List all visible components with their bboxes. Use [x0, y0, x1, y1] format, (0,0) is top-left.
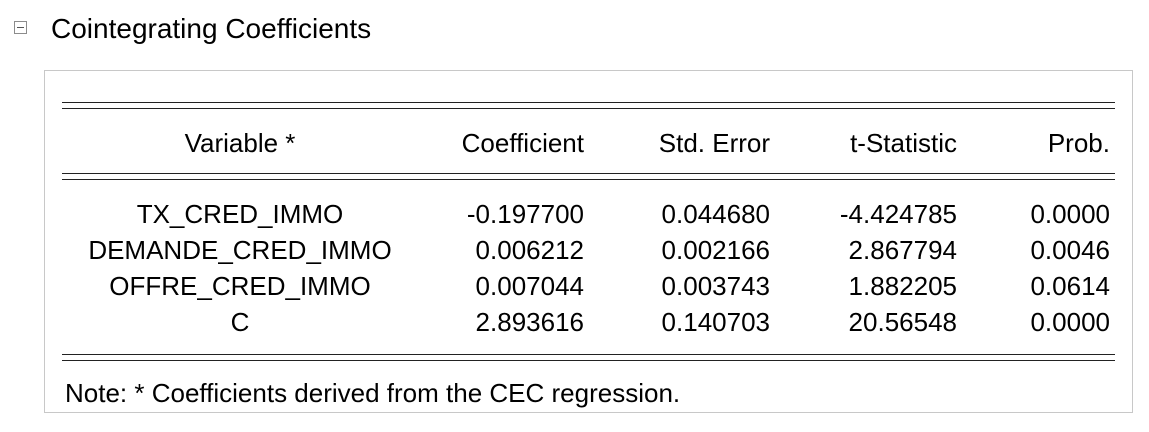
table-bottom-rule	[62, 354, 1115, 355]
cell-prob: 0.0614	[1030, 271, 1110, 301]
header-t-statistic: t-Statistic	[850, 128, 957, 158]
cell-variable: C	[230, 307, 250, 337]
cell-t-statistic: 20.56548	[848, 307, 957, 337]
cell-coefficient: -0.197700	[466, 199, 584, 229]
section-title: Cointegrating Coefficients	[51, 13, 372, 44]
cell-variable: OFFRE_CRED_IMMO	[109, 271, 371, 301]
cell-variable: TX_CRED_IMMO	[136, 199, 344, 229]
cell-variable: DEMANDE_CRED_IMMO	[88, 235, 392, 265]
cell-t-statistic: -4.424785	[839, 199, 957, 229]
cell-std-error: 0.044680	[661, 199, 770, 229]
table-top-rule	[62, 108, 1115, 109]
table-top-rule	[62, 102, 1115, 103]
table-bottom-rule	[62, 360, 1115, 361]
cell-prob: 0.0046	[1030, 235, 1110, 265]
cell-prob: 0.0000	[1030, 199, 1110, 229]
cell-prob: 0.0000	[1030, 307, 1110, 337]
header-prob: Prob.	[1047, 128, 1110, 158]
header-coefficient: Coefficient	[461, 128, 584, 158]
cell-std-error: 0.003743	[661, 271, 770, 301]
cell-coefficient: 0.006212	[475, 235, 584, 265]
coefficients-table-panel: Variable * Coefficient Std. Error t-Stat…	[44, 70, 1133, 413]
cell-t-statistic: 2.867794	[848, 235, 957, 265]
header-std-error: Std. Error	[658, 128, 770, 158]
cell-coefficient: 2.893616	[475, 307, 584, 337]
cell-std-error: 0.002166	[661, 235, 770, 265]
collapse-icon[interactable]	[14, 21, 27, 34]
table-note: Note: * Coefficients derived from the CE…	[65, 378, 681, 408]
header-variable: Variable *	[184, 128, 296, 158]
cell-coefficient: 0.007044	[475, 271, 584, 301]
cell-std-error: 0.140703	[661, 307, 770, 337]
header-separator-rule	[62, 173, 1115, 174]
header-separator-rule	[62, 179, 1115, 180]
cell-t-statistic: 1.882205	[848, 271, 957, 301]
